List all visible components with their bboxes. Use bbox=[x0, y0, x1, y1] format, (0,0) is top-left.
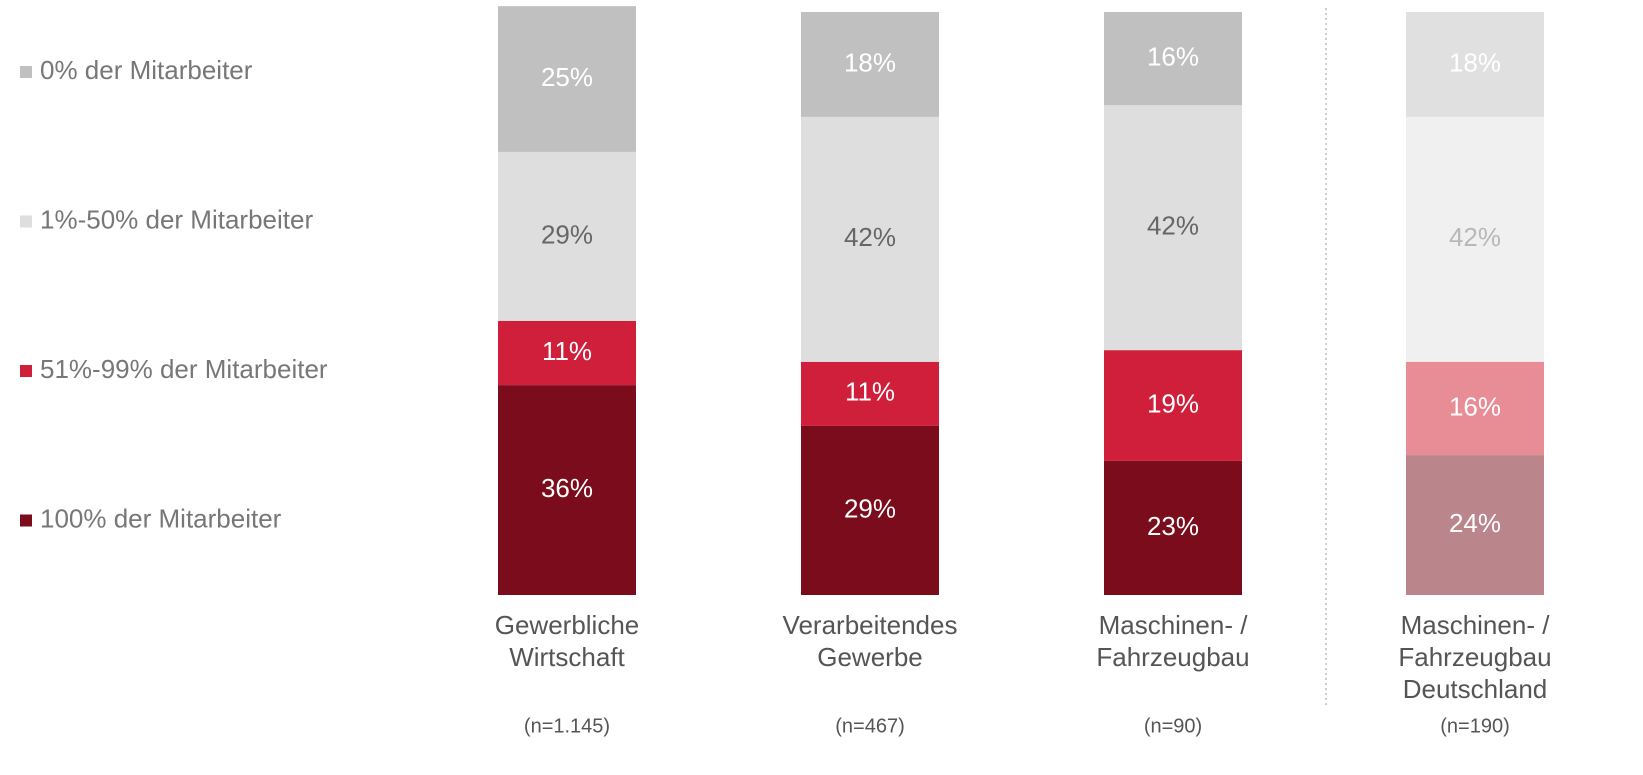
data-label: 25% bbox=[541, 62, 593, 92]
category-label: Wirtschaft bbox=[509, 642, 625, 672]
bar-segment bbox=[498, 151, 636, 321]
category-label: Maschinen- / bbox=[1401, 610, 1551, 640]
data-label: 42% bbox=[1147, 211, 1199, 241]
bar-segment bbox=[1104, 105, 1242, 351]
sample-size: (n=467) bbox=[835, 715, 905, 737]
bar-segment bbox=[1406, 361, 1544, 456]
bar-segment bbox=[1104, 350, 1242, 461]
data-label: 19% bbox=[1147, 388, 1199, 418]
category-label: Maschinen- / bbox=[1099, 610, 1249, 640]
legend-swatch bbox=[20, 514, 32, 527]
bar-segment bbox=[801, 12, 939, 117]
data-label: 29% bbox=[844, 493, 896, 523]
legend-swatch bbox=[20, 66, 32, 78]
legend-label: 51%-99% der Mitarbeiter bbox=[40, 354, 328, 384]
data-label: 42% bbox=[1449, 222, 1501, 252]
legend-label: 1%-50% der Mitarbeiter bbox=[40, 204, 313, 234]
sample-size: (n=190) bbox=[1440, 715, 1510, 737]
data-label: 23% bbox=[1147, 511, 1199, 541]
data-label: 36% bbox=[541, 473, 593, 503]
bar-segment bbox=[498, 320, 636, 386]
data-label: 29% bbox=[541, 219, 593, 249]
category-label: Gewerbe bbox=[817, 642, 923, 672]
legend-swatch bbox=[20, 215, 32, 228]
data-label: 16% bbox=[1449, 391, 1501, 421]
bar-segment bbox=[498, 6, 636, 152]
bar-segment bbox=[1104, 460, 1242, 595]
data-label: 42% bbox=[844, 222, 896, 252]
data-label: 11% bbox=[845, 377, 895, 407]
bar-segment bbox=[1406, 116, 1544, 362]
sample-size: (n=90) bbox=[1144, 715, 1202, 737]
sample-size: (n=1.145) bbox=[524, 715, 610, 737]
category-label: Fahrzeugbau bbox=[1096, 642, 1249, 672]
category-label: Deutschland bbox=[1403, 674, 1548, 704]
data-label: 18% bbox=[1449, 47, 1501, 77]
category-label: Verarbeitendes bbox=[783, 610, 958, 640]
bar-segment bbox=[1406, 12, 1544, 117]
category-label: Fahrzeugbau bbox=[1398, 642, 1551, 672]
bar-segment bbox=[801, 116, 939, 362]
data-label: 16% bbox=[1147, 42, 1199, 72]
data-label: 24% bbox=[1449, 508, 1501, 538]
bar-segment bbox=[1104, 12, 1242, 106]
bar-segment bbox=[801, 425, 939, 595]
legend-swatch bbox=[20, 365, 32, 377]
data-label: 11% bbox=[542, 336, 592, 366]
data-label: 18% bbox=[844, 47, 896, 77]
legend-label: 0% der Mitarbeiter bbox=[40, 55, 253, 85]
category-label: Gewerbliche bbox=[495, 610, 640, 640]
legend-label: 100% der Mitarbeiter bbox=[40, 503, 282, 533]
bar-segment bbox=[498, 385, 636, 595]
bar-segment bbox=[801, 361, 939, 426]
bar-segment bbox=[1406, 455, 1544, 595]
